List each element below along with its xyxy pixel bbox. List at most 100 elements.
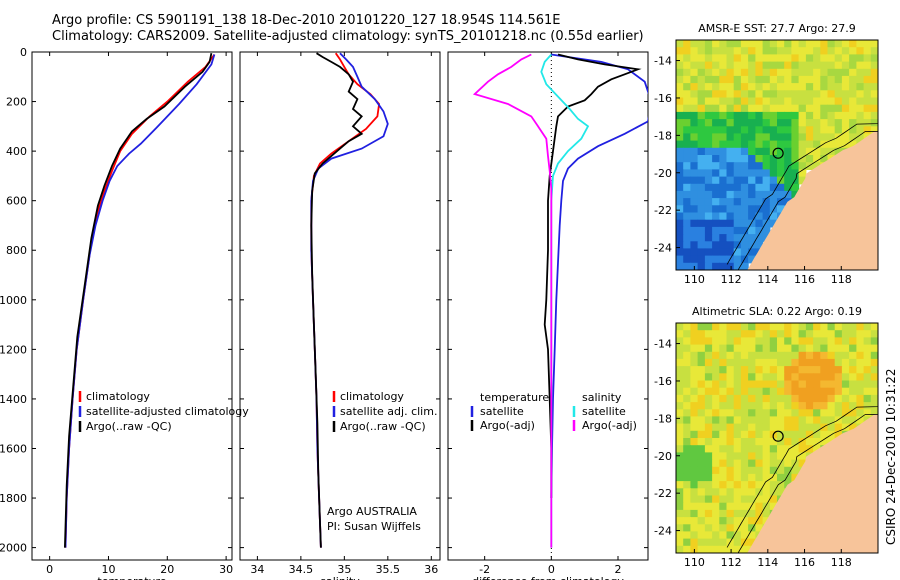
map-cell: [769, 140, 778, 149]
map-cell: [704, 466, 713, 475]
x-tick-label: 0: [548, 563, 555, 576]
map-cell: [683, 423, 691, 432]
map-cell: [805, 47, 814, 55]
map-cell: [805, 380, 814, 389]
map-cell: [740, 394, 749, 403]
map-cell: [784, 54, 792, 63]
map-cell: [769, 169, 778, 178]
map-cell: [712, 133, 720, 142]
map-cell: [777, 97, 785, 106]
map-cell: [704, 111, 713, 120]
map-cell: [791, 183, 800, 192]
map-cell: [762, 226, 771, 235]
map-title: Altimetric SLA: 0.22 Argo: 0.19: [692, 305, 862, 318]
map-cell: [798, 430, 807, 439]
map-cell: [704, 198, 713, 206]
map-cell: [870, 111, 878, 120]
map-cell: [769, 162, 778, 170]
map-cell: [740, 47, 749, 55]
map-cell: [704, 83, 713, 91]
map-cell: [712, 162, 720, 170]
map-cell: [676, 147, 684, 156]
map-cell: [733, 133, 742, 142]
map-cell: [863, 104, 872, 113]
map-cell: [856, 351, 865, 360]
map-cell: [748, 248, 756, 257]
map-cell: [841, 97, 850, 106]
map-cell: [683, 104, 691, 113]
map-cell: [820, 40, 829, 48]
map-cell: [719, 387, 728, 396]
argo-position-marker: [772, 430, 784, 442]
map-cell: [690, 416, 699, 425]
map-cell: [769, 119, 778, 127]
map-cell: [676, 61, 684, 70]
map-cell: [827, 133, 836, 142]
map-cell: [784, 430, 792, 439]
map-cell: [697, 366, 706, 374]
map-cell: [849, 104, 857, 113]
map-cell: [813, 68, 821, 77]
map-cell: [712, 234, 720, 242]
map-cell: [704, 190, 713, 199]
map-cell: [755, 330, 764, 338]
map-cell: [841, 68, 850, 77]
map-cell: [676, 416, 684, 425]
map-cell: [726, 337, 735, 346]
map-cell: [798, 366, 807, 374]
map-cell: [726, 241, 735, 250]
map-cell: [726, 104, 735, 113]
map-cell: [733, 394, 742, 403]
map-cell: [841, 126, 850, 135]
map-cell: [748, 183, 756, 192]
map-cell: [863, 380, 872, 389]
map-cell: [733, 176, 742, 185]
map-cell: [726, 531, 735, 540]
map-cell: [755, 351, 764, 360]
map-cell: [683, 162, 691, 170]
map-cell: [870, 344, 878, 353]
map-cell: [712, 452, 720, 461]
map-cell: [755, 83, 764, 91]
map-cell: [777, 133, 785, 142]
map-cell: [740, 517, 749, 525]
map-cell: [726, 119, 735, 127]
map-cell: [676, 126, 684, 135]
map-cell: [697, 481, 706, 489]
map-cell: [719, 104, 728, 113]
map-cell: [676, 262, 684, 270]
map-cell: [683, 517, 691, 525]
map-cell: [740, 330, 749, 338]
map-cell: [704, 183, 713, 192]
map-cell: [755, 68, 764, 77]
map-cell: [870, 54, 878, 63]
map-cell: [777, 330, 785, 338]
map-cell: [726, 459, 735, 468]
map-cell: [856, 90, 865, 99]
map-cell: [740, 358, 749, 367]
map-cell: [676, 473, 684, 482]
legend-label: Argo(..raw -QC): [86, 420, 172, 433]
map-cell: [762, 502, 771, 511]
map-cell: [740, 68, 749, 77]
map-cell: [704, 47, 713, 55]
map-cell: [755, 126, 764, 135]
map-cell: [748, 212, 756, 221]
map-cell: [740, 255, 749, 264]
map-cell: [697, 358, 706, 367]
legend-label: salinity: [582, 391, 622, 404]
map-cell: [798, 47, 807, 55]
map-cell: [712, 423, 720, 432]
map-cell: [712, 190, 720, 199]
map-cell: [769, 219, 778, 228]
map-cell: [791, 155, 800, 163]
map-cell: [740, 387, 749, 396]
map-cell: [769, 155, 778, 163]
map-cell: [697, 473, 706, 482]
map-cell: [676, 517, 684, 525]
map-cell: [733, 531, 742, 540]
map-cell: [704, 538, 713, 547]
map-cell: [683, 366, 691, 374]
map-cell: [697, 466, 706, 475]
map-cell: [740, 176, 749, 185]
